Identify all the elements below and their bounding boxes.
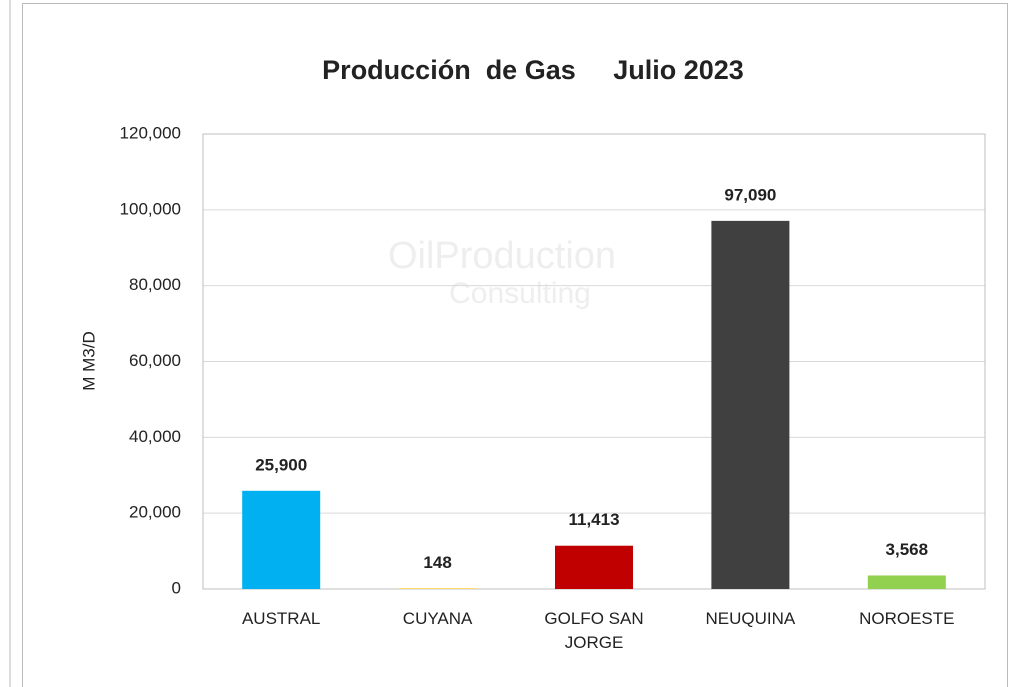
chart-frame xyxy=(22,3,1008,687)
x-tick-label: GOLFO SAN JORGE xyxy=(544,609,644,652)
watermark: Consulting xyxy=(449,277,591,310)
watermark: OilProduction xyxy=(388,235,616,277)
y-axis-label: M M3/D xyxy=(79,331,98,391)
bar xyxy=(867,575,946,589)
x-tick-label: NOROESTE xyxy=(859,609,955,628)
y-tick-label: 100,000 xyxy=(120,199,181,218)
y-tick-label: 20,000 xyxy=(129,503,181,522)
data-label: 25,900 xyxy=(255,455,307,474)
data-label: 148 xyxy=(423,553,451,572)
bar xyxy=(555,545,633,589)
y-tick-label: 40,000 xyxy=(129,427,181,446)
bar xyxy=(398,588,477,589)
data-label: 3,568 xyxy=(886,540,929,559)
y-tick-label: 80,000 xyxy=(129,275,181,294)
data-label: 11,413 xyxy=(568,510,619,529)
data-label: 97,090 xyxy=(724,185,776,204)
bar xyxy=(711,220,790,590)
y-tick-label: 0 xyxy=(172,578,181,597)
x-tick-label: CUYANA xyxy=(402,609,473,628)
chart-title: Producción de Gas Julio 2023 xyxy=(322,55,744,85)
x-tick-label: NEUQUINA xyxy=(705,609,796,628)
y-tick-label: 60,000 xyxy=(129,351,181,370)
bar xyxy=(242,490,321,589)
x-tick-label: AUSTRAL xyxy=(241,609,321,628)
y-tick-label: 120,000 xyxy=(120,123,181,142)
